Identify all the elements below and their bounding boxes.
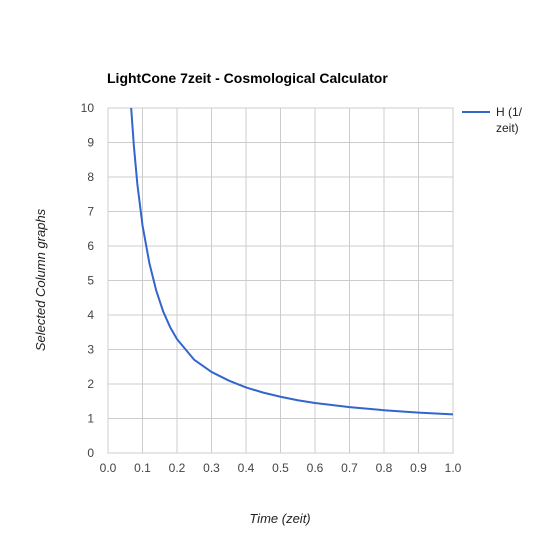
x-tick-label: 0.2 [169,461,186,475]
x-tick-label: 0.4 [238,461,255,475]
x-tick-label: 0.8 [376,461,393,475]
x-tick-label: 0.6 [307,461,324,475]
legend[interactable]: H (1/ zeit) [462,105,523,135]
chart-title: LightCone 7zeit - Cosmological Calculato… [107,70,388,86]
legend-label-line-2: zeit) [496,121,519,135]
y-tick-label: 0 [87,446,94,460]
y-axis-ticks: 0 1 2 3 4 5 6 7 8 9 10 [81,101,95,460]
x-axis-title: Time (zeit) [249,511,310,526]
y-tick-label: 3 [87,343,94,357]
y-axis-title: Selected Column graphs [33,208,48,351]
y-tick-label: 4 [87,308,94,322]
y-tick-label: 6 [87,239,94,253]
y-tick-label: 10 [81,101,95,115]
y-tick-label: 1 [87,412,94,426]
y-tick-label: 7 [87,205,94,219]
x-tick-label: 0.9 [410,461,427,475]
legend-label-line-1: H (1/ [496,105,523,119]
x-tick-label: 0.0 [100,461,117,475]
plot-frame [107,107,454,454]
series-layer [130,98,453,416]
x-tick-label: 0.1 [134,461,151,475]
grid [107,107,454,454]
x-axis-ticks: 0.0 0.1 0.2 0.3 0.4 0.5 0.6 0.7 0.8 0.9 1.0 [100,461,462,475]
y-tick-label: 5 [87,274,94,288]
series-line-h[interactable] [130,98,453,416]
x-tick-label: 1.0 [445,461,462,475]
y-tick-label: 8 [87,170,94,184]
x-tick-label: 0.5 [272,461,289,475]
x-tick-label: 0.7 [341,461,358,475]
y-tick-label: 2 [87,377,94,391]
y-tick-label: 9 [87,136,94,150]
x-tick-label: 0.3 [203,461,220,475]
